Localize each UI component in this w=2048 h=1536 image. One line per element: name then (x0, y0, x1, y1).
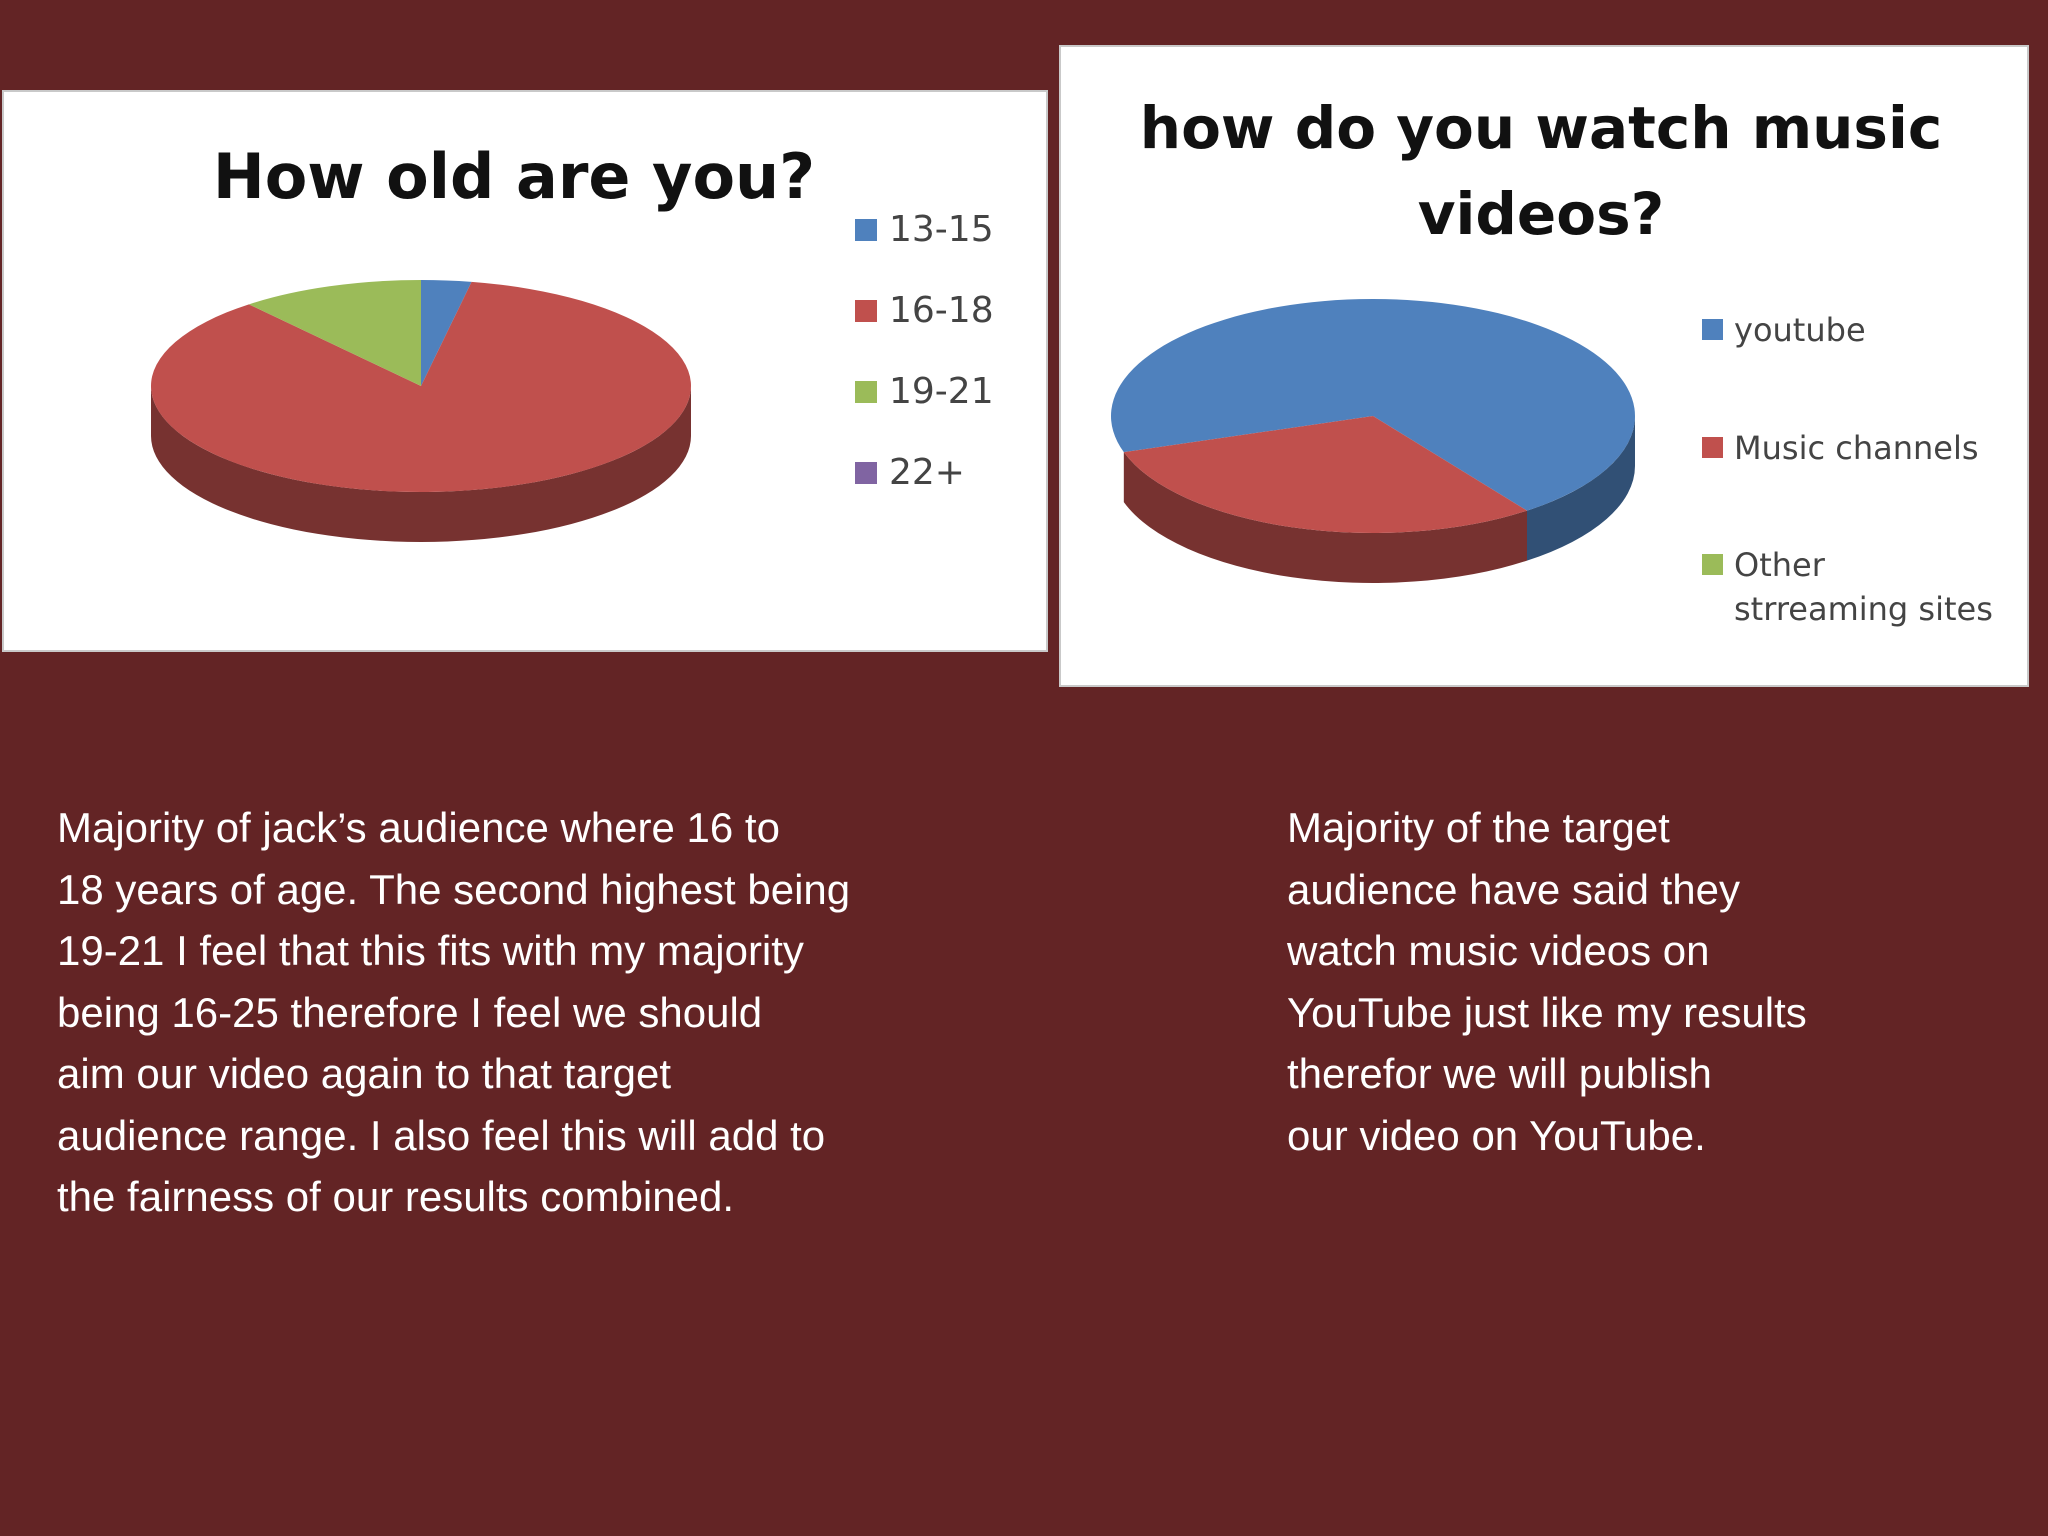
text-right-line-6: our video on YouTube. (1287, 1111, 1706, 1159)
text-right-line-1: Majority of the target (1287, 804, 1670, 851)
watch-pie-slice-0 (1111, 299, 1635, 511)
watch-chart-panel: how do you watch music videos? (1059, 45, 2029, 687)
age-chart-panel: How old are you? (2, 90, 1048, 652)
legend-label-other-line-2: strreaming sites (1734, 590, 1993, 628)
watch-pie-chart (1111, 299, 1635, 583)
watch-analysis-text: Majority of the target audience have sai… (1287, 797, 1907, 1166)
text-left-line-3: 19-21 I feel that this fits with my majo… (57, 927, 804, 974)
watch-chart-legend: youtube Music channels Other strreaming s… (1702, 308, 2004, 631)
legend-label-youtube: youtube (1734, 311, 1866, 349)
age-chart-title: How old are you? (212, 140, 816, 213)
legend-label-22-plus: 22+ (889, 452, 965, 493)
legend-label-13-15: 13-15 (889, 209, 994, 250)
legend-swatch-youtube (1702, 319, 1723, 340)
watch-chart-title: how do you watch music videos? (1091, 85, 1991, 257)
legend-swatch-other (1702, 554, 1723, 575)
age-pie-chart (150, 280, 691, 542)
age-pie-side-1 (151, 386, 691, 542)
text-left-line-6: audience range. I also feel this will ad… (57, 1111, 826, 1159)
text-left-line-5: aim our video again to that target (57, 1050, 672, 1097)
legend-item-youtube: youtube (1702, 308, 2004, 426)
legend-label-16-18: 16-18 (889, 290, 994, 331)
legend-item-22-plus: 22+ (855, 451, 994, 532)
text-right-line-4: YouTube just like my results (1287, 988, 1807, 1036)
age-analysis-text: Majority of jack’s audience where 16 to … (57, 797, 957, 1228)
watch-chart-title-line-1: how do you watch music (1139, 94, 1943, 162)
legend-item-13-15: 13-15 (855, 208, 994, 289)
legend-swatch-19-21 (855, 381, 877, 403)
watch-chart-title-line-2: videos? (1417, 180, 1665, 248)
legend-item-other: Other strreaming sites (1702, 543, 2004, 631)
legend-swatch-22-plus (855, 462, 877, 484)
watch-pie-side-0 (1526, 416, 1635, 561)
text-right-line-2: audience have said they (1287, 865, 1740, 913)
legend-label-music-channels: Music channels (1734, 429, 1979, 467)
watch-pie-slice-1 (1123, 416, 1527, 534)
text-right-line-5: therefor we will publish (1287, 1050, 1712, 1097)
legend-swatch-16-18 (855, 300, 877, 322)
legend-label-other-line-1: Other (1734, 546, 1825, 584)
legend-swatch-music-channels (1702, 437, 1723, 458)
legend-item-music-channels: Music channels (1702, 426, 2004, 543)
text-right-line-3: watch music videos on (1287, 927, 1710, 974)
legend-swatch-13-15 (855, 219, 877, 241)
text-left-line-4: being 16-25 therefore I feel we should (57, 988, 763, 1036)
age-pie-slice-2 (248, 280, 421, 386)
watch-pie-side-1 (1123, 452, 1527, 583)
legend-item-16-18: 16-18 (855, 289, 994, 370)
age-chart-legend: 13-15 16-18 19-21 22+ (855, 208, 994, 532)
text-left-line-2: 18 years of age. The second highest bein… (57, 865, 851, 913)
legend-label-19-21: 19-21 (889, 371, 994, 412)
legend-item-19-21: 19-21 (855, 370, 994, 451)
age-pie-slice-1 (150, 281, 691, 492)
text-left-line-7: the fairness of our results combined. (57, 1173, 735, 1220)
age-pie-slice-0 (421, 280, 472, 386)
text-left-line-1: Majority of jack’s audience where 16 to (57, 804, 780, 851)
